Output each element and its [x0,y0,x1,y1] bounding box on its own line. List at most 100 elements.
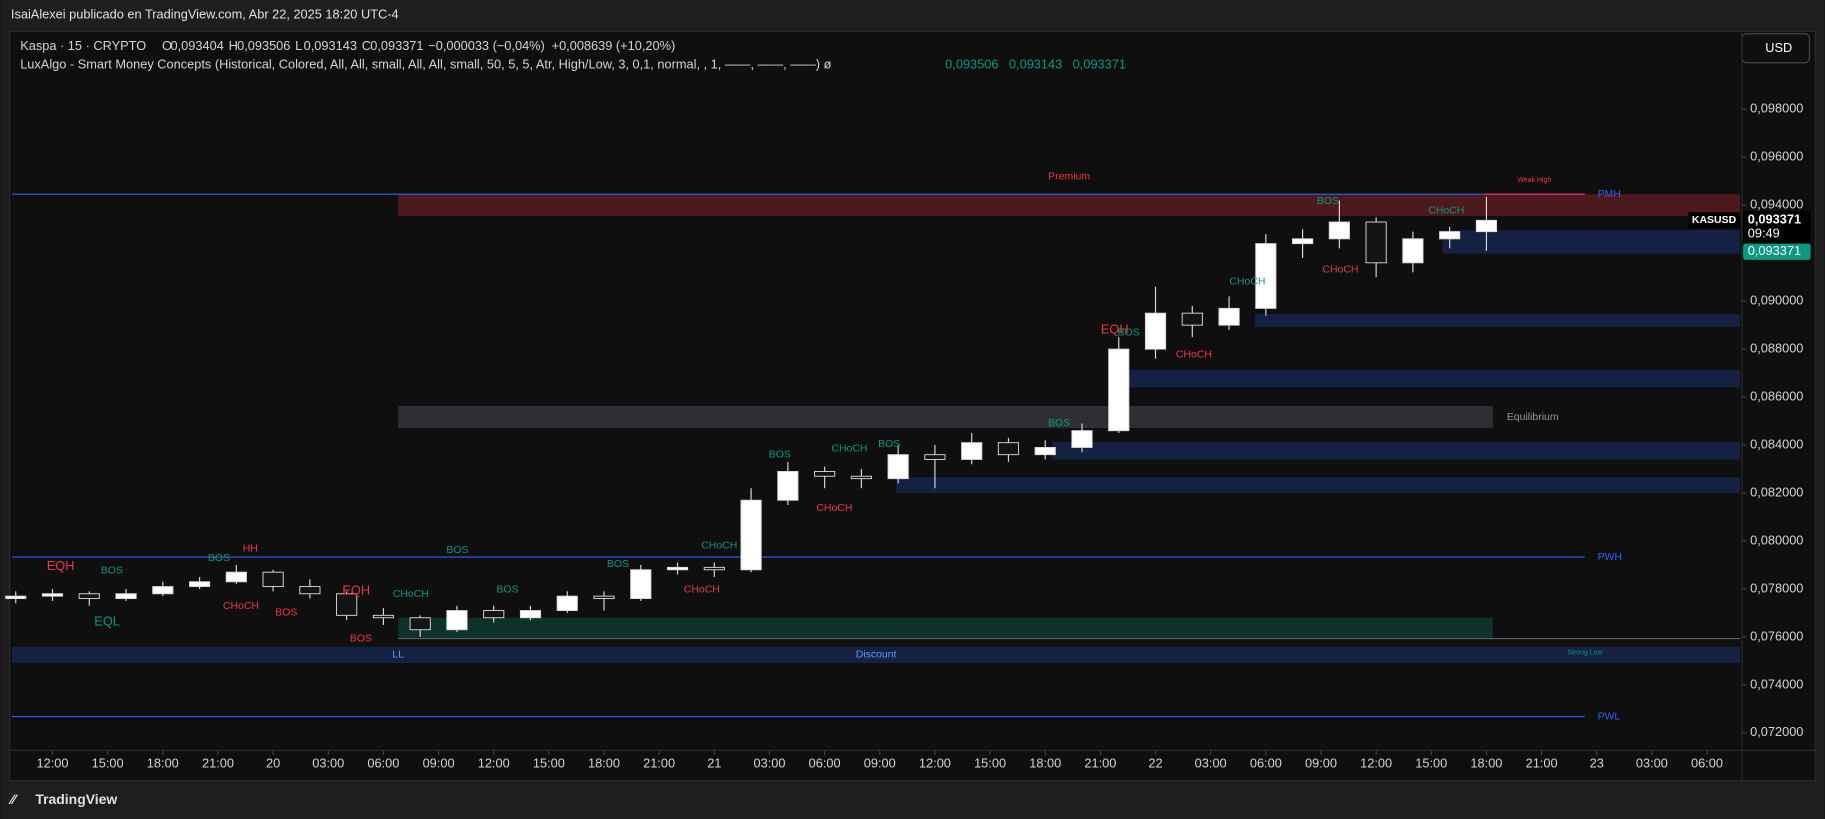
annotation: BOS [101,566,123,577]
x-tick-label: 15:00 [92,756,124,771]
annotation: BOS [769,449,791,460]
annotation: BOS [496,584,518,595]
indicator-value: 0,093506 [945,57,998,72]
y-tick-label: 0,078000 [1750,580,1803,595]
zone [1116,369,1741,388]
legend-ohlc: 0,093143 [304,38,357,53]
x-tick-label: 18:00 [588,756,620,771]
candle-body [1439,231,1461,240]
candle-body [1292,238,1314,245]
candle-body [5,595,27,600]
zone [1052,441,1741,460]
annotation: CHoCH [223,601,259,612]
y-tick-label: 0,084000 [1750,436,1803,451]
candle-body [483,610,505,619]
x-tick-label: 21:00 [643,756,675,771]
x-tick-label: 03:00 [312,756,344,771]
brand: TradingView [35,791,117,807]
y-tick-label: 0,088000 [1750,341,1803,356]
annotation: BOS [275,608,297,619]
zone [398,617,1493,639]
zone [1442,230,1741,254]
x-tick-label: 06:00 [1691,756,1723,771]
level-label: Weak High [1517,177,1551,184]
y-tick-label: 0,076000 [1750,628,1803,643]
annotation: BOS [1048,418,1070,429]
brand-logo: ⁄⁄ [8,791,18,807]
annotation: HH [243,544,258,555]
annotation: CHoCH [684,584,720,595]
annotation: CHoCH [831,444,867,455]
candle-body [666,566,689,571]
candle-body [887,454,909,480]
candle-body [299,586,321,595]
level-label: PWH [1598,552,1622,563]
legend-ohlc: −0,000033 (−0,04%) [428,38,545,53]
countdown: 09:49 [1748,226,1780,241]
legend-ohlc: 0,093371 [370,38,423,53]
candle-body [1034,447,1056,456]
currency[interactable]: USD [1765,40,1792,55]
zone [398,194,1741,217]
publish-title: IsaiAlexei publicado en TradingView.com,… [11,6,399,21]
x-tick-label: 23 [1590,756,1604,771]
symbol-tag: KASUSD [1692,215,1737,226]
zone [12,646,1741,664]
level-label: PMH [1598,189,1621,200]
annotation: EQL [94,614,120,629]
x-tick-label: 15:00 [974,756,1006,771]
y-tick-label: 0,072000 [1750,724,1803,739]
x-tick-label: 21:00 [1526,756,1558,771]
x-tick-label: 18:00 [147,756,179,771]
candle-body [409,617,431,631]
candle-body [1328,221,1350,240]
y-tick-label: 0,094000 [1750,197,1803,212]
candle-body [593,595,615,600]
candle-body [740,499,762,571]
candle-body [1071,430,1093,448]
candle-body [446,610,468,631]
level-label: PWL [1598,711,1621,722]
candle-body [152,586,174,595]
x-tick-label: 09:00 [423,756,455,771]
x-tick-label: 21 [707,756,721,771]
x-tick-label: 09:00 [864,756,896,771]
candle-body [997,442,1020,456]
annotation: BOS [607,559,629,570]
candle-body [1402,238,1424,264]
x-tick-label: 18:00 [1470,756,1502,771]
annotation: BOS [208,553,230,564]
x-tick-label: 03:00 [1195,756,1227,771]
y-tick-label: 0,096000 [1750,149,1803,164]
x-tick-label: 06:00 [1250,756,1282,771]
candle-body [924,454,946,460]
zone [1254,314,1741,327]
legend-ohlc: H [229,38,238,53]
legend-ohlc: 0,093404 [171,38,224,53]
candle-body [850,475,872,480]
x-tick-label: 12:00 [919,756,951,771]
last-price-bg [1743,211,1811,244]
annotation: CHoCH [1176,349,1212,360]
y-tick-label: 0,082000 [1750,484,1803,499]
candle-body [1181,312,1203,326]
close-price: 0,093371 [1748,243,1801,258]
legend-ohlc: +0,008639 (+10,20%) [552,38,676,53]
candle-body [1144,312,1167,350]
annotation: EQH [1101,322,1129,337]
y-tick-label: 0,080000 [1750,532,1803,547]
zone [896,476,1741,494]
annotation: CHoCH [393,589,429,600]
candle-body [1475,219,1498,233]
x-tick-label: 15:00 [1415,756,1447,771]
candle-body [1255,243,1277,309]
annotation: CHoCH [816,503,852,514]
y-tick-label: 0,090000 [1750,293,1803,308]
y-tick-label: 0,074000 [1750,676,1803,691]
x-tick-label: 21:00 [202,756,234,771]
candle-body [1218,307,1240,326]
symbol-tag-bg [1688,212,1740,229]
x-tick-label: 12:00 [478,756,510,771]
candle-body [189,581,211,588]
